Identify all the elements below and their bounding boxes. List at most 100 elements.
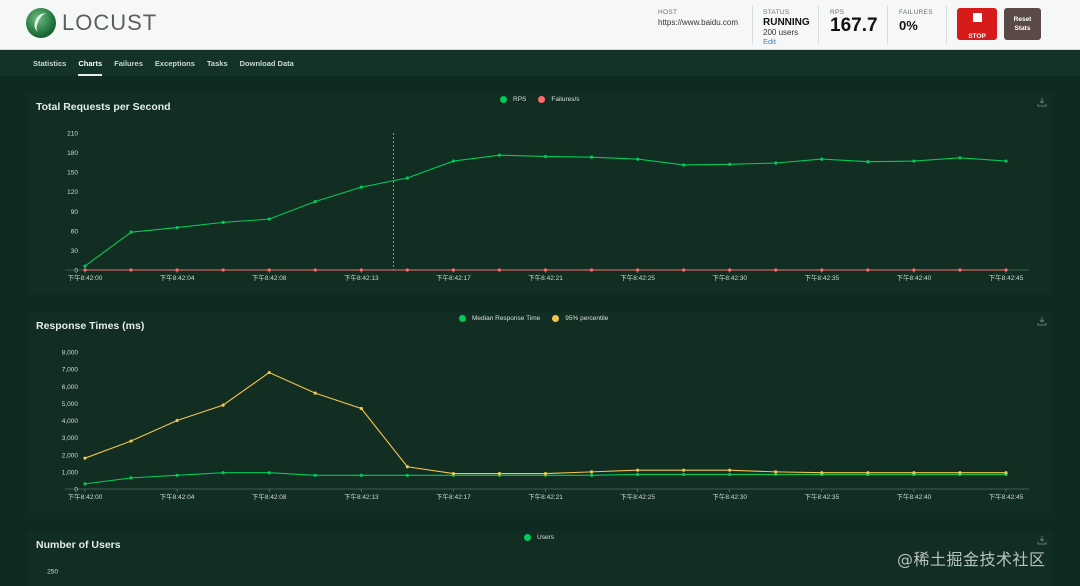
y-tick-label: 4,000 — [62, 418, 79, 425]
tab-statistics[interactable]: Statistics — [33, 59, 67, 68]
reset-stats-button[interactable]: Reset Stats — [1004, 8, 1041, 40]
x-tick-label: 下午8:42:30 — [712, 492, 747, 501]
tab-failures[interactable]: Failures — [114, 59, 143, 68]
y-tick-label: 180 — [67, 150, 78, 157]
data-point — [589, 470, 594, 474]
data-point — [313, 199, 317, 204]
y-tick-label: 120 — [67, 189, 78, 196]
legend-dot-icon — [552, 315, 560, 322]
y-tick-label: 210 — [67, 131, 78, 138]
y-tick-label: 60 — [71, 228, 79, 235]
x-tick-label: 下午8:42:13 — [344, 492, 379, 501]
series-line — [84, 154, 1007, 267]
data-point — [359, 406, 363, 411]
x-tick-label: 下午8:42:13 — [344, 273, 379, 282]
response-times-chart-panel: Response Times (ms) Median Response Time… — [27, 312, 1053, 513]
data-point — [543, 154, 548, 159]
data-point — [129, 439, 133, 443]
download-icon[interactable] — [1037, 316, 1047, 326]
header-divider — [887, 6, 888, 44]
data-point — [1004, 268, 1008, 272]
download-icon[interactable] — [1037, 97, 1047, 107]
data-point — [589, 268, 594, 272]
x-tick-label: 下午8:42:04 — [160, 492, 195, 501]
stop-button[interactable]: STOP — [957, 8, 997, 40]
rps-value: 167.7 — [830, 15, 878, 36]
rps-chart: 0 30 60 90 120 150 180 210 下午8:42:00 下午8:42:04 下午8… — [65, 131, 1029, 282]
data-point — [636, 472, 640, 477]
legend-item-users[interactable]: Users — [524, 534, 554, 541]
x-tick-label: 下午8:42:00 — [68, 492, 103, 501]
host-label: HOST — [658, 9, 678, 16]
x-tick-label: 下午8:42:35 — [804, 273, 839, 282]
response-times-chart-title: Response Times (ms) — [36, 320, 145, 332]
tab-charts[interactable]: Charts — [78, 50, 103, 76]
data-point — [774, 268, 778, 272]
data-point — [451, 471, 455, 476]
data-point — [682, 268, 686, 272]
data-point — [636, 268, 640, 272]
y-tick-label: 0 — [74, 268, 78, 275]
header-divider — [818, 6, 819, 44]
data-point — [497, 268, 502, 272]
y-tick-label: 2,000 — [62, 452, 79, 459]
data-point — [221, 471, 225, 475]
data-point — [728, 468, 732, 472]
data-point — [728, 472, 732, 477]
y-tick-label: 90 — [71, 209, 79, 216]
x-tick-label: 下午8:42:08 — [252, 492, 287, 501]
x-tick-label: 下午8:42:40 — [897, 273, 932, 282]
legend-item-rps[interactable]: RPS — [500, 96, 526, 103]
data-point — [129, 268, 133, 272]
rps-chart-legend: RPS Failures/s — [500, 96, 592, 103]
data-point — [682, 472, 686, 477]
data-point — [359, 185, 363, 189]
data-point — [497, 471, 502, 476]
tab-download-data[interactable]: Download Data — [239, 59, 294, 68]
data-point — [451, 159, 455, 163]
data-point — [175, 225, 179, 230]
rps-chart-panel: Total Requests per Second RPS Failures/s… — [27, 93, 1053, 294]
rps-chart-title: Total Requests per Second — [36, 101, 171, 113]
response-times-chart: 0 1,000 2,000 3,000 4,000 5,000 6,000 7,000 8,00… — [62, 350, 1029, 501]
users-chart-panel: Number of Users Users 250 — [27, 531, 1053, 586]
watermark: @稀土掘金技术社区 — [897, 550, 1046, 569]
status-value: RUNNING — [763, 17, 810, 28]
legend-dot-icon — [500, 96, 507, 103]
logo-text: LOCUST — [62, 10, 158, 35]
legend-item-failures[interactable]: Failures/s — [538, 96, 580, 103]
legend-item-p95[interactable]: 95% percentile — [552, 315, 608, 322]
legend-item-median[interactable]: Median Response Time — [459, 315, 540, 322]
users-chart-title: Number of Users — [36, 539, 121, 551]
data-point — [267, 217, 271, 221]
tab-exceptions[interactable]: Exceptions — [154, 59, 195, 68]
data-point — [543, 268, 548, 272]
x-tick-label: 下午8:42:30 — [712, 273, 747, 282]
y-tick-label: 0 — [74, 487, 78, 494]
legend-dot-icon — [524, 534, 531, 541]
data-point — [267, 471, 271, 475]
data-point — [774, 470, 778, 474]
y-tick-label: 1,000 — [62, 469, 79, 476]
tab-tasks[interactable]: Tasks — [206, 59, 228, 68]
download-icon[interactable] — [1037, 535, 1047, 545]
top-header: LOCUST HOST https://www.baidu.com STATUS… — [0, 0, 1080, 50]
status-stat: STATUS RUNNING 200 users Edit — [763, 9, 810, 46]
data-point — [820, 471, 824, 475]
data-point — [221, 268, 225, 272]
edit-users-link[interactable]: Edit — [763, 37, 776, 46]
data-point — [912, 471, 916, 475]
data-point — [958, 156, 962, 160]
x-tick-label: 下午8:42:35 — [804, 492, 839, 501]
header-divider — [752, 6, 753, 44]
data-point — [866, 268, 870, 272]
data-point — [682, 468, 686, 472]
stop-label: STOP — [968, 33, 986, 40]
data-point — [175, 473, 179, 477]
host-value: https://www.baidu.com — [658, 18, 739, 27]
data-point — [83, 456, 87, 460]
locust-logo[interactable]: LOCUST — [26, 8, 157, 38]
data-point — [728, 268, 732, 272]
x-tick-label: 下午8:42:00 — [68, 273, 103, 282]
reset-label-line2: Stats — [1014, 25, 1031, 32]
